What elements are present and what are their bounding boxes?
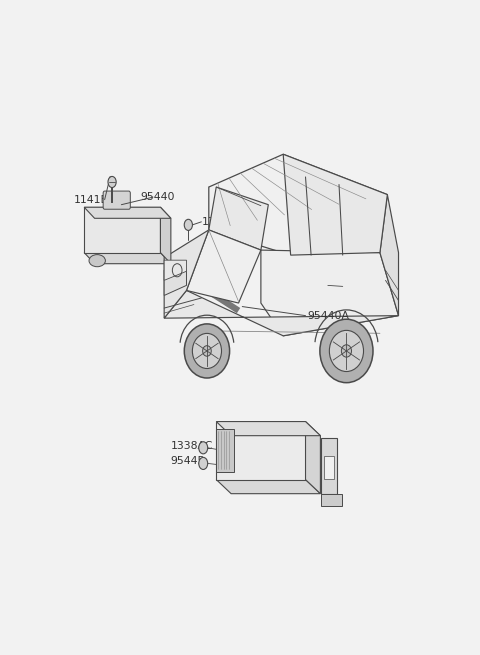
Polygon shape bbox=[380, 195, 398, 316]
Polygon shape bbox=[261, 250, 398, 336]
Text: 1339CC: 1339CC bbox=[202, 217, 244, 227]
Polygon shape bbox=[84, 253, 171, 264]
Polygon shape bbox=[84, 207, 160, 253]
Polygon shape bbox=[160, 207, 171, 264]
Bar bbox=[324, 456, 334, 479]
Circle shape bbox=[108, 176, 116, 187]
Circle shape bbox=[199, 457, 208, 470]
Polygon shape bbox=[321, 494, 342, 506]
Bar bbox=[216, 429, 234, 472]
Text: 95440A: 95440A bbox=[307, 310, 349, 321]
Polygon shape bbox=[209, 155, 387, 255]
Ellipse shape bbox=[320, 319, 373, 383]
Text: 95440: 95440 bbox=[140, 192, 175, 202]
Circle shape bbox=[199, 441, 208, 454]
Polygon shape bbox=[216, 422, 305, 479]
Ellipse shape bbox=[89, 255, 106, 267]
Polygon shape bbox=[84, 207, 171, 218]
Polygon shape bbox=[283, 155, 387, 255]
Text: 95445: 95445 bbox=[171, 457, 205, 466]
Circle shape bbox=[184, 219, 192, 231]
Text: 1141BD: 1141BD bbox=[74, 195, 118, 204]
FancyBboxPatch shape bbox=[103, 191, 130, 209]
Polygon shape bbox=[216, 422, 321, 436]
Ellipse shape bbox=[329, 330, 363, 371]
Ellipse shape bbox=[184, 324, 229, 378]
Polygon shape bbox=[209, 187, 268, 250]
Ellipse shape bbox=[203, 346, 211, 356]
Polygon shape bbox=[305, 422, 321, 494]
Polygon shape bbox=[164, 271, 186, 295]
Ellipse shape bbox=[341, 345, 351, 357]
Text: 1338AC: 1338AC bbox=[171, 441, 213, 451]
Polygon shape bbox=[186, 230, 261, 303]
Polygon shape bbox=[164, 290, 398, 336]
Ellipse shape bbox=[192, 333, 221, 369]
Polygon shape bbox=[321, 438, 337, 494]
Polygon shape bbox=[216, 479, 321, 494]
Polygon shape bbox=[164, 230, 209, 318]
Polygon shape bbox=[164, 260, 186, 280]
